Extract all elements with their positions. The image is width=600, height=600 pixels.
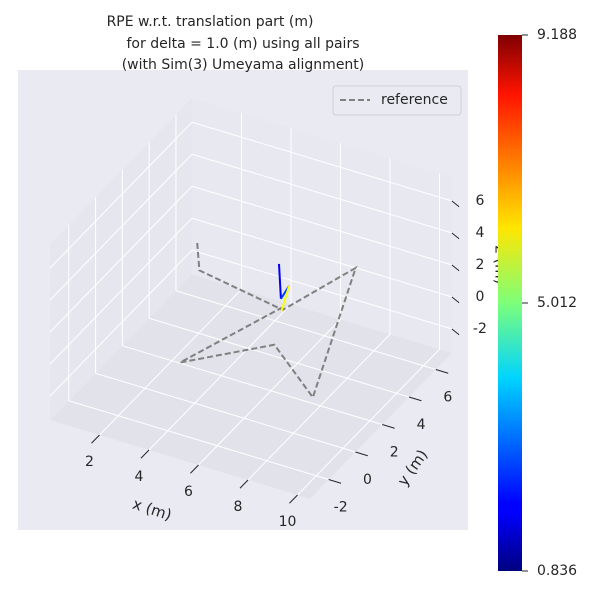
grid-line <box>247 333 391 481</box>
tick-mark <box>451 200 460 208</box>
grid-line <box>99 288 242 436</box>
z-tick-label: 6 <box>475 193 484 209</box>
tick-mark <box>91 434 100 444</box>
tick-mark <box>355 451 368 457</box>
tick-mark <box>239 479 249 489</box>
tick-mark <box>451 232 460 240</box>
colorbar-tick-label: 9.188 <box>537 27 577 43</box>
grid-line <box>297 348 440 496</box>
chart-title: for delta = 1.0 (m) using all pairs <box>127 36 360 52</box>
grid-line <box>68 400 329 480</box>
x-tick-label: 8 <box>234 499 243 515</box>
grid-line <box>191 153 453 234</box>
x-tick-label: 2 <box>85 454 94 470</box>
x-tick-label: 4 <box>135 469 144 485</box>
tick-mark <box>435 369 449 374</box>
y-tick-label: 4 <box>417 417 426 433</box>
grid-line <box>191 217 453 298</box>
grid-line <box>49 249 193 397</box>
grid-line <box>198 318 341 466</box>
colorbar <box>498 35 522 571</box>
grid-line <box>49 217 193 365</box>
legend-label: reference <box>381 92 448 108</box>
grid-line <box>49 185 193 333</box>
chart-title: RPE w.r.t. translation part (m) <box>107 14 314 30</box>
y-tick-label: 2 <box>390 445 399 461</box>
chart-title: (with Sim(3) Umeyama alignment) <box>122 57 365 73</box>
grid-line <box>49 121 193 269</box>
x-tick-label: 6 <box>184 484 193 500</box>
colorbar-tick-label: 0.836 <box>537 563 577 579</box>
tick-mark <box>140 449 150 459</box>
tick-mark <box>382 424 395 429</box>
z-tick-label: -2 <box>473 321 487 337</box>
tick-mark <box>190 464 199 474</box>
x-tick-label: 10 <box>279 514 297 530</box>
y-tick-label: 0 <box>363 472 372 488</box>
grid-line <box>149 317 410 398</box>
tick-mark <box>451 296 460 304</box>
grid-line <box>95 372 356 453</box>
grid-line <box>175 290 436 370</box>
legend-box <box>332 85 462 116</box>
legend: reference <box>332 85 462 116</box>
colorbar-tick-label: 5.012 <box>537 295 577 311</box>
grid-line <box>49 153 193 301</box>
tick-mark <box>451 264 460 272</box>
grid-line <box>191 185 453 266</box>
y-tick-label: 6 <box>443 390 452 406</box>
z-tick-label: 4 <box>475 225 484 241</box>
z-tick-label: 2 <box>475 257 484 273</box>
floor-pane <box>50 274 452 499</box>
grid-line <box>191 249 453 330</box>
y-tick-label: -2 <box>334 500 348 516</box>
grid-line <box>122 345 383 425</box>
tick-mark <box>451 328 460 336</box>
tick-mark <box>328 479 342 484</box>
tick-mark <box>408 396 422 402</box>
reference-line <box>179 242 358 400</box>
tick-mark <box>289 494 298 504</box>
trajectory-segment <box>278 263 282 299</box>
z-tick-label: 0 <box>475 289 484 305</box>
grid-line <box>191 121 453 202</box>
trajectory-segment <box>280 285 290 312</box>
grid-line <box>148 303 292 451</box>
